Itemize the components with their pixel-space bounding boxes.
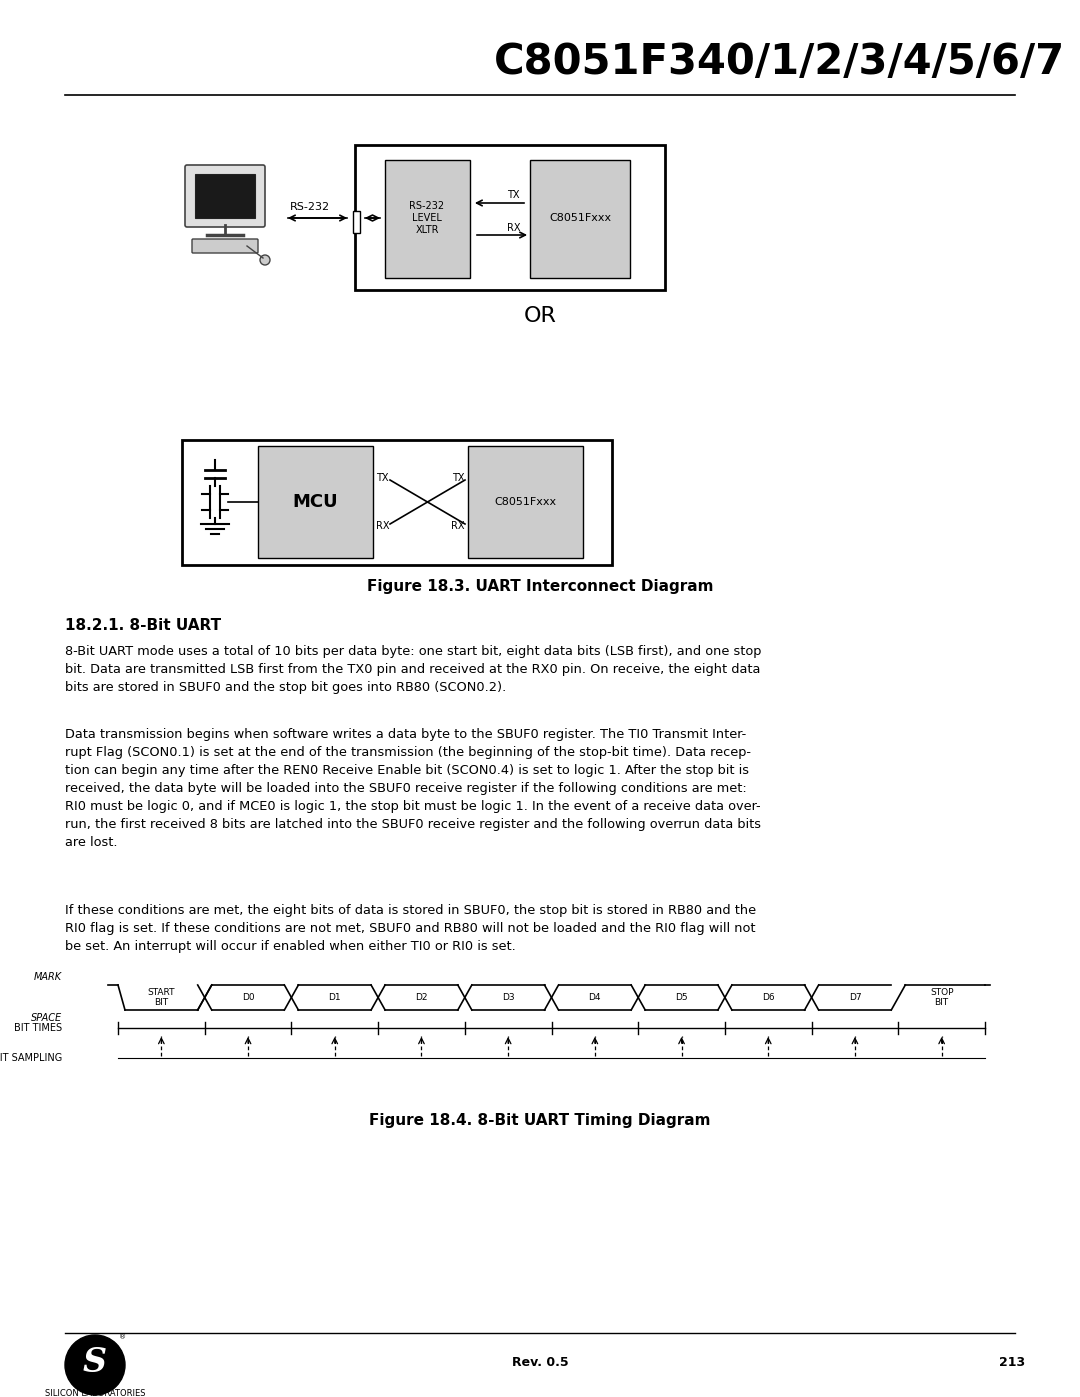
FancyBboxPatch shape — [192, 239, 258, 253]
Text: D4: D4 — [589, 993, 602, 1002]
Text: OR: OR — [524, 306, 556, 326]
Bar — [353, 211, 360, 233]
Text: Data transmission begins when software writes a data byte to the SBUF0 register.: Data transmission begins when software w… — [65, 728, 761, 849]
Bar — [355, 145, 665, 291]
Bar — [530, 161, 630, 278]
Text: RX: RX — [507, 224, 521, 233]
Text: If these conditions are met, the eight bits of data is stored in SBUF0, the stop: If these conditions are met, the eight b… — [65, 904, 756, 953]
Circle shape — [65, 1336, 125, 1396]
Text: D0: D0 — [242, 993, 255, 1002]
Text: Figure 18.3. UART Interconnect Diagram: Figure 18.3. UART Interconnect Diagram — [367, 578, 713, 594]
Text: BIT SAMPLING: BIT SAMPLING — [0, 1053, 62, 1063]
Text: D7: D7 — [849, 993, 861, 1002]
Text: SPACE: SPACE — [31, 1013, 62, 1023]
Text: 8-Bit UART mode uses a total of 10 bits per data byte: one start bit, eight data: 8-Bit UART mode uses a total of 10 bits … — [65, 645, 761, 694]
Text: TX: TX — [507, 190, 519, 200]
Text: TX: TX — [453, 474, 465, 483]
Text: D6: D6 — [761, 993, 774, 1002]
Text: Figure 18.4. 8-Bit UART Timing Diagram: Figure 18.4. 8-Bit UART Timing Diagram — [369, 1112, 711, 1127]
Text: RX: RX — [376, 521, 390, 531]
Circle shape — [260, 256, 270, 265]
Text: 213: 213 — [999, 1355, 1025, 1369]
Text: BIT TIMES: BIT TIMES — [14, 1023, 62, 1032]
Bar — [468, 446, 583, 557]
Text: D5: D5 — [675, 993, 688, 1002]
Text: RX: RX — [451, 521, 465, 531]
Text: ®: ® — [120, 1334, 126, 1340]
Text: C8051Fxxx: C8051Fxxx — [494, 497, 556, 507]
Bar — [183, 440, 612, 564]
Text: MCU: MCU — [293, 493, 338, 511]
Text: S: S — [83, 1347, 107, 1379]
Text: D1: D1 — [328, 993, 341, 1002]
Text: D2: D2 — [415, 993, 428, 1002]
Text: SILICON LABORATORIES: SILICON LABORATORIES — [44, 1389, 145, 1397]
Text: RS-232: RS-232 — [289, 203, 330, 212]
Text: C8051Fxxx: C8051Fxxx — [549, 212, 611, 224]
Bar — [384, 161, 470, 278]
Text: START
BIT: START BIT — [148, 988, 175, 1007]
Text: STOP
BIT: STOP BIT — [930, 988, 954, 1007]
FancyBboxPatch shape — [185, 165, 265, 226]
Text: TX: TX — [376, 474, 389, 483]
Text: RS-232
LEVEL
XLTR: RS-232 LEVEL XLTR — [409, 201, 445, 236]
Text: MARK: MARK — [33, 972, 62, 982]
Text: Rev. 0.5: Rev. 0.5 — [512, 1355, 568, 1369]
Bar — [258, 446, 373, 557]
Text: 18.2.1. 8-Bit UART: 18.2.1. 8-Bit UART — [65, 617, 221, 633]
Bar — [195, 175, 255, 218]
Text: C8051F340/1/2/3/4/5/6/7: C8051F340/1/2/3/4/5/6/7 — [495, 41, 1066, 82]
Text: D3: D3 — [502, 993, 514, 1002]
